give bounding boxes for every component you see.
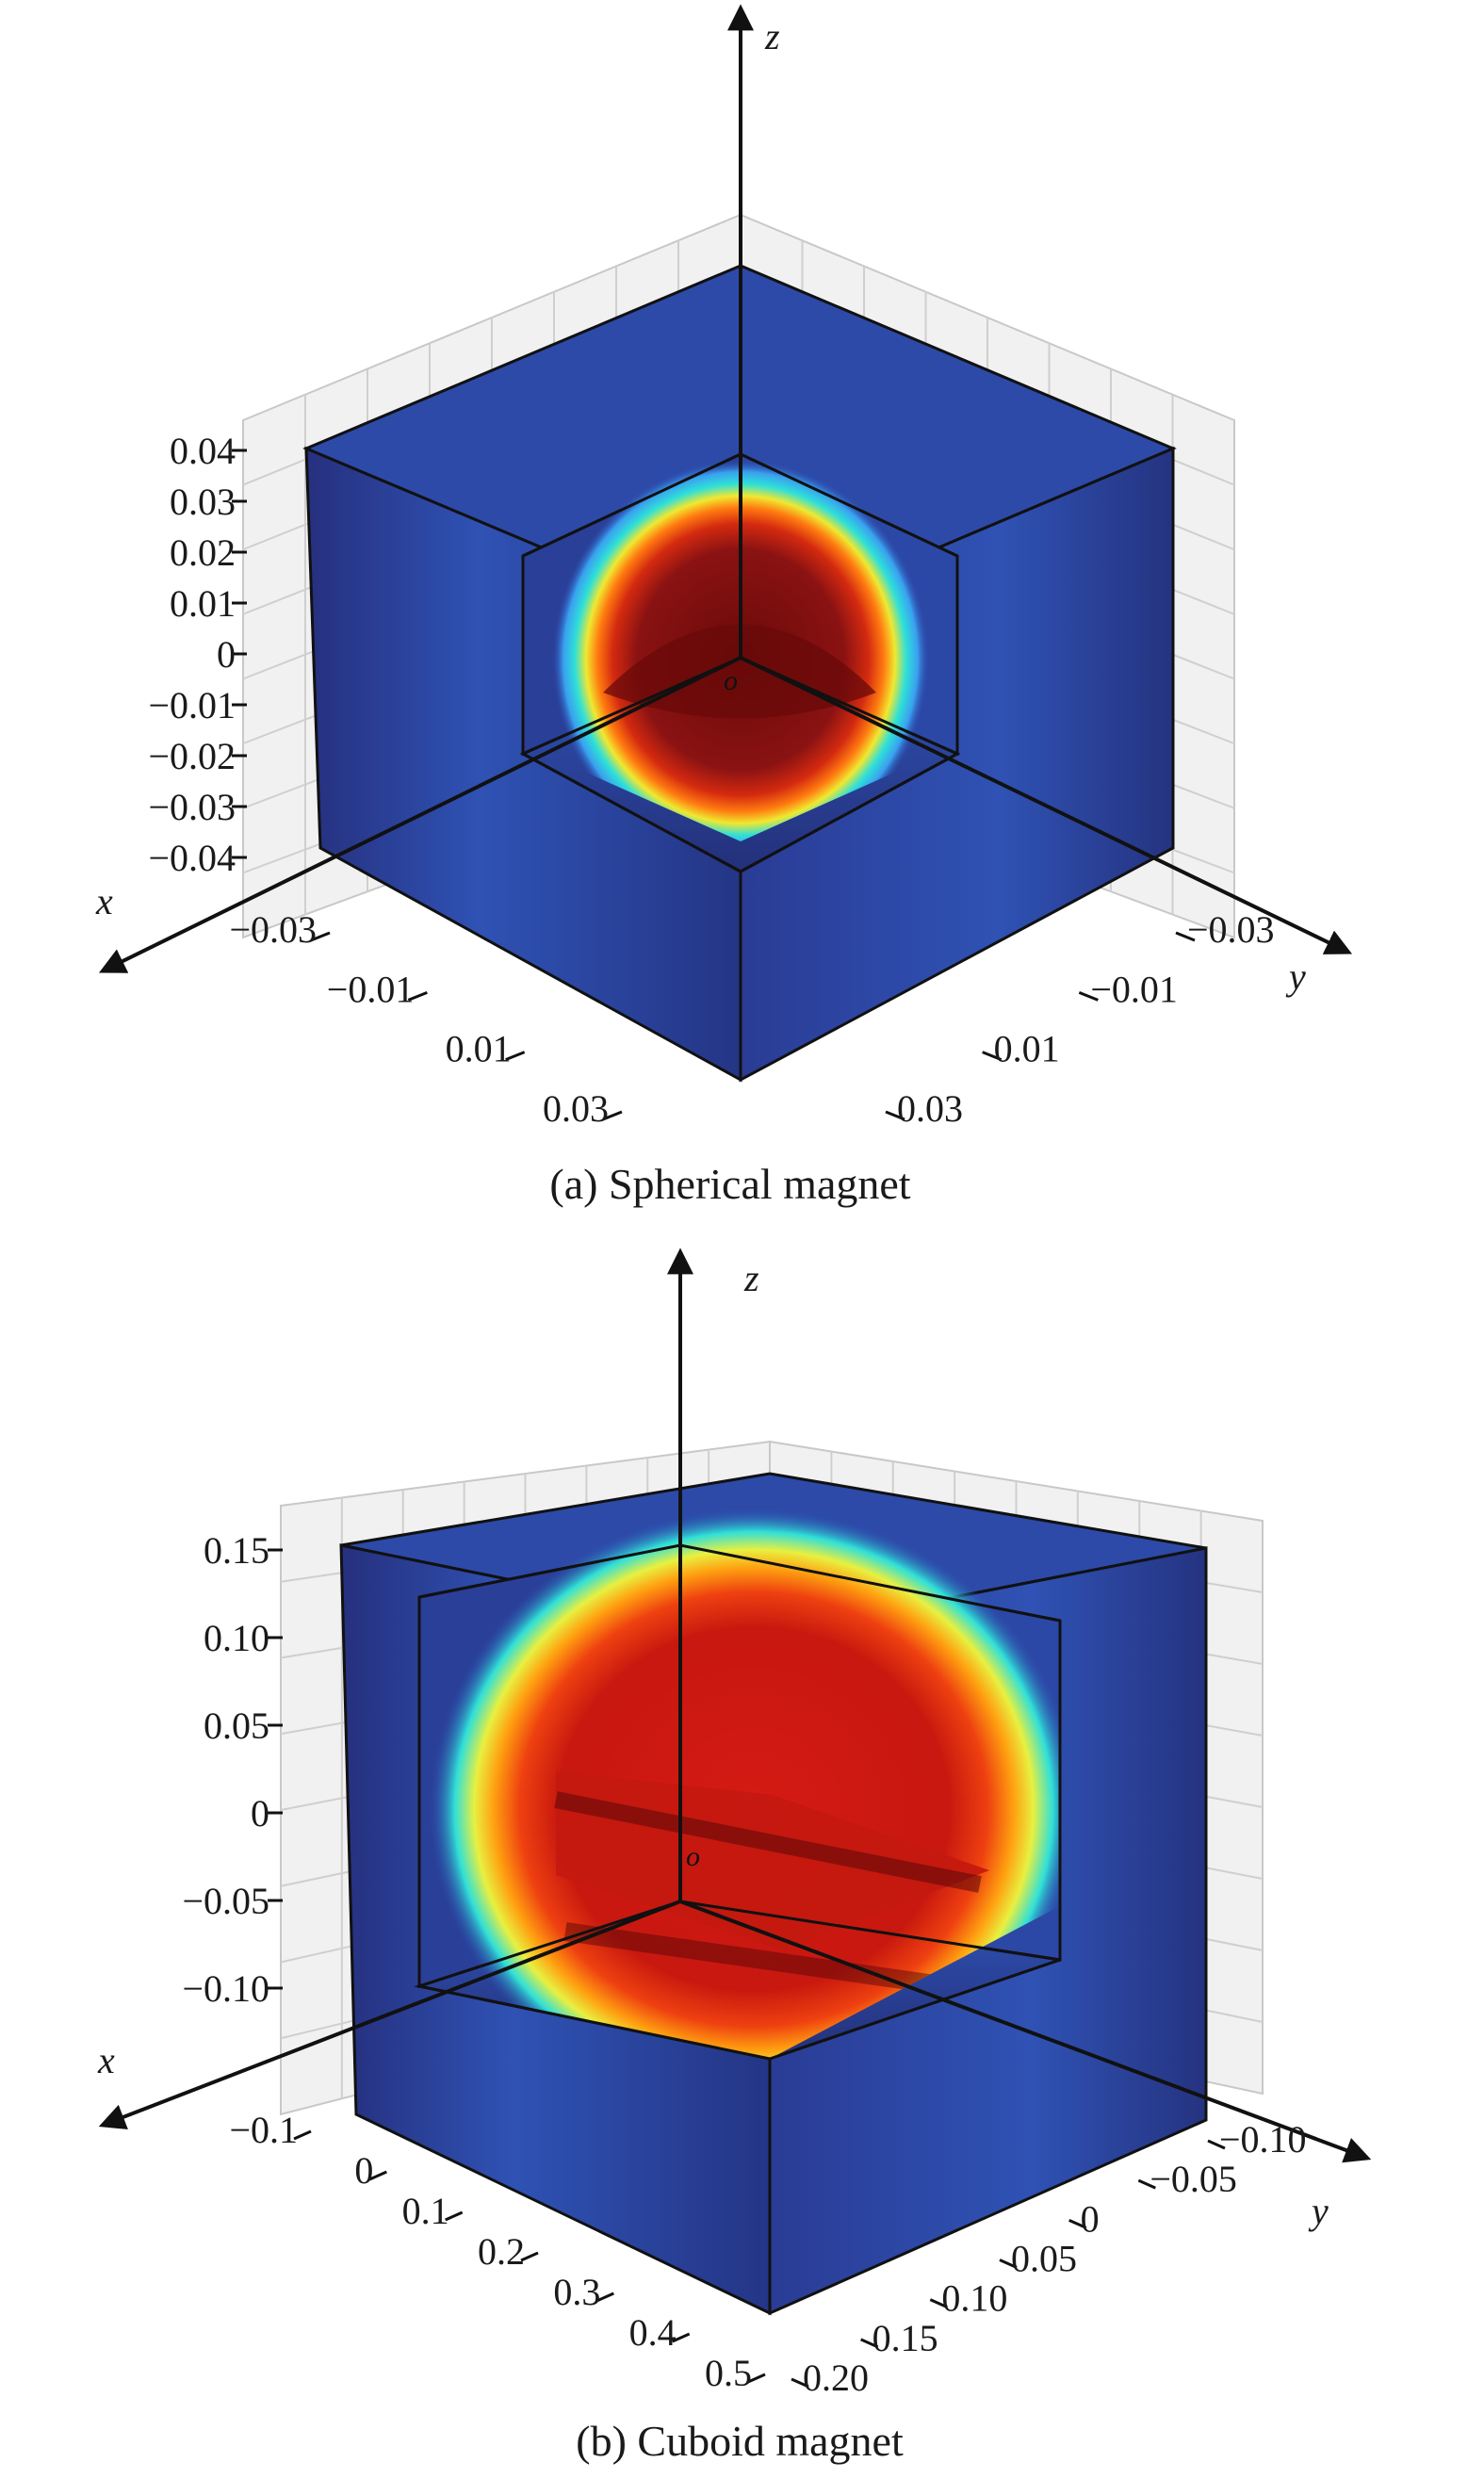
y-tick-label: 0.01 [994,1028,1060,1070]
x-tick-mark [520,2251,539,2262]
y-tick-label: 0 [1081,2197,1100,2240]
x-tick-mark [672,2332,691,2343]
x-tick-mark [747,2373,766,2384]
x-tick-label: −0.1 [229,2109,298,2151]
x-tick-label: 0.03 [543,1087,609,1130]
y-tick-mark [929,2298,948,2309]
x-axis-label: x [95,880,113,922]
y-tick-mark [791,2377,809,2389]
z-tick-label: −0.04 [148,837,236,879]
x-tick-label: 0.5 [705,2352,752,2394]
x-tick-mark [602,1110,623,1121]
panel-a-axes [98,4,1353,973]
z-tick-label: 0.15 [204,1529,269,1572]
x-tick-label: 0.2 [478,2230,525,2273]
x-tick-mark [310,931,331,942]
x-tick-mark [368,2170,387,2181]
y-tick-label: 0.10 [941,2277,1007,2320]
x-axis [98,1900,681,2129]
y-axis-label: y [1285,955,1306,998]
y-tick-mark [1175,931,1196,942]
y-axis-label: y [1308,2190,1329,2232]
y-tick-mark [982,1051,1003,1062]
z-tick-label: −0.05 [182,1880,269,1922]
z-tick-label: 0.10 [204,1617,269,1659]
y-tick-mark [885,1110,905,1121]
y-tick-mark [1078,990,1099,1002]
z-tick-label: 0.04 [170,430,236,472]
x-axis [98,656,742,973]
y-tick-mark [999,2259,1018,2269]
y-tick-mark [1137,2178,1156,2190]
y-tick-label: −0.03 [1187,908,1275,951]
x-tick-label: 0.01 [446,1028,512,1070]
x-tick-mark [595,2291,614,2303]
panel-b-axes [98,1248,1372,2163]
y-tick-label: 0.05 [1011,2238,1077,2280]
z-tick-label: 0.02 [170,531,236,574]
y-tick-label: −0.05 [1150,2158,1237,2200]
z-tick-label: 0 [251,1792,269,1835]
x-tick-label: 0.3 [553,2271,600,2313]
caption-a: (a) Spherical magnet [549,1160,910,1208]
z-tick-label: −0.02 [148,735,236,777]
y-tick-label: 0.03 [897,1087,963,1130]
caption-b: (b) Cuboid magnet [576,2417,904,2465]
y-tick-label: −0.01 [1090,968,1178,1010]
z-tick-label: 0.05 [204,1704,269,1747]
x-tick-mark [407,990,428,1002]
y-tick-mark [860,2338,879,2349]
x-tick-label: 0 [354,2149,373,2192]
y-tick-label: −0.10 [1219,2118,1307,2161]
z-axis-label: z [764,15,780,57]
panel-b: z x y o 0.150.100.050−0.05−0.10−0.100.10… [97,1248,1372,2465]
x-tick-label: −0.01 [327,968,415,1010]
x-tick-mark [505,1051,526,1062]
y-tick-mark [1068,2218,1087,2229]
origin-label: o [724,665,738,696]
y-axis [679,1900,1372,2163]
x-tick-label: 0.1 [402,2190,449,2232]
x-tick-label: 0.4 [629,2311,677,2354]
z-tick-label: 0 [217,633,236,676]
y-tick-label: 0.15 [872,2317,938,2359]
z-tick-label: −0.01 [148,684,236,726]
x-tick-mark [293,2129,312,2141]
z-tick-label: −0.10 [182,1967,269,2010]
x-axis-label: x [97,2039,115,2081]
z-axis-label: z [743,1257,759,1299]
y-tick-label: 0.20 [803,2357,869,2399]
x-tick-mark [445,2210,464,2222]
y-axis [740,656,1353,954]
origin-label: o [686,1841,700,1872]
x-tick-label: −0.03 [229,908,317,951]
z-tick-label: 0.01 [170,582,236,625]
z-tick-label: −0.03 [148,786,236,828]
y-tick-mark [1207,2139,1226,2150]
z-tick-label: 0.03 [170,481,236,523]
panel-a: z x y o 0.04 0.03 0.02 0.01 0 −0.01 −0.02 −0.03… [95,4,1353,1208]
